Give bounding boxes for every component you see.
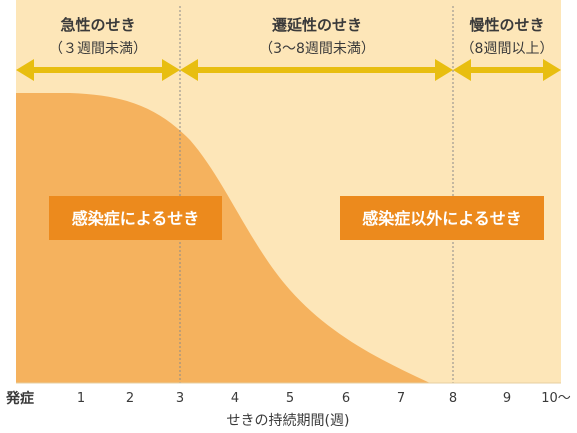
- tick-2: 2: [126, 391, 134, 406]
- phase-prolonged-subtitle: （3〜8週間未満）: [259, 41, 375, 57]
- tick-4: 4: [231, 391, 239, 406]
- infection-cough-box: 感染症によるせき: [49, 196, 222, 240]
- phase-prolonged-title: 遷延性のせき: [272, 16, 362, 34]
- non-infection-cough-box: 感染症以外によるせき: [340, 196, 544, 240]
- tick-5: 5: [286, 391, 294, 406]
- tick-8: 8: [449, 391, 457, 406]
- tick-10-plus: 10〜: [541, 391, 571, 406]
- non-infection-cough-label: 感染症以外によるせき: [362, 209, 522, 228]
- phase-chronic-subtitle: （8週間以上）: [461, 41, 554, 57]
- phase-chronic-arrow: [453, 59, 561, 81]
- phase-prolonged-arrow: [180, 59, 453, 81]
- tick-7: 7: [397, 391, 405, 406]
- tick-3: 3: [176, 391, 184, 406]
- phase-acute-subtitle: （３週間未満）: [49, 41, 147, 57]
- x-axis-title: せきの持続期間(週): [227, 412, 350, 429]
- phase-chronic-title: 慢性のせき: [469, 16, 544, 34]
- infection-cough-area: [16, 93, 430, 383]
- phase-acute-arrow: [16, 59, 180, 81]
- phase-acute-title: 急性のせき: [60, 16, 135, 34]
- tick-1: 1: [77, 391, 85, 406]
- tick-6: 6: [342, 391, 350, 406]
- tick-onset: 発症: [5, 390, 34, 407]
- infection-cough-label: 感染症によるせき: [72, 209, 200, 228]
- tick-9: 9: [503, 391, 511, 406]
